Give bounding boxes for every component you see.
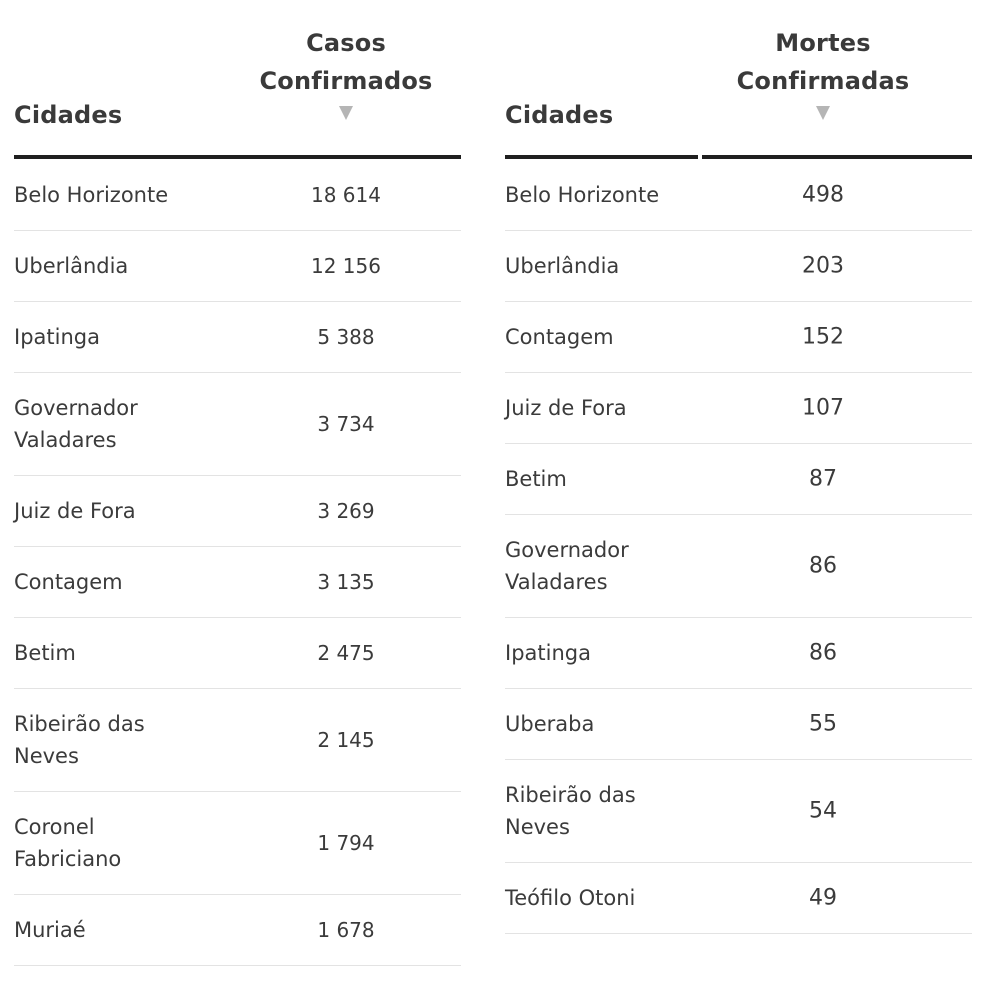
table-row: Betim 2 475: [14, 618, 461, 689]
city-cell: Belo Horizonte: [505, 183, 660, 207]
cases-column-header-label: Casos Confirmados: [259, 29, 433, 95]
value-cell: 86: [809, 640, 837, 666]
table-row: Juiz de Fora 3 269: [14, 476, 461, 547]
table-row: Ipatinga 5 388: [14, 302, 461, 373]
city-cell: Juiz de Fora: [505, 396, 627, 420]
value-cell: 152: [802, 324, 844, 350]
deaths-column-header[interactable]: Mortes Confirmadas: [723, 24, 923, 120]
table-row: Teófilo Otoni 49: [505, 863, 972, 934]
value-cell: 12 156: [311, 254, 381, 278]
city-cell: Contagem: [14, 570, 123, 594]
value-cell: 498: [802, 182, 844, 208]
header-rule-metric: [702, 155, 972, 159]
city-cell: Uberlândia: [14, 254, 129, 278]
city-cell: Ribeirão das Neves: [505, 783, 636, 839]
cases-table-body: Belo Horizonte 18 614 Uberlândia 12 156 Ipat…: [14, 160, 461, 966]
cases-column-header[interactable]: Casos Confirmados: [246, 24, 446, 120]
city-cell: Muriaé: [14, 918, 86, 942]
value-cell: 86: [809, 553, 837, 579]
value-cell: 5 388: [317, 325, 375, 349]
value-cell: 3 135: [317, 570, 375, 594]
value-cell: 107: [802, 395, 844, 421]
value-cell: 49: [809, 885, 837, 911]
table-row: Juiz de Fora 107: [505, 373, 972, 444]
value-cell: 1 678: [317, 918, 375, 942]
deaths-column-header-label: Mortes Confirmadas: [736, 29, 910, 95]
value-cell: 55: [809, 711, 837, 737]
table-row: Ipatinga 86: [505, 618, 972, 689]
city-column-header[interactable]: Cidades: [14, 101, 123, 129]
deaths-table-header: Cidades Mortes Confirmadas: [505, 0, 972, 160]
city-cell: Juiz de Fora: [14, 499, 136, 523]
city-cell: Belo Horizonte: [14, 183, 169, 207]
deaths-table-body: Belo Horizonte 498 Uberlândia 203 Contagem 15…: [505, 160, 972, 934]
table-row: Betim 87: [505, 444, 972, 515]
table-row: Muriaé 1 678: [14, 895, 461, 966]
city-cell: Uberaba: [505, 712, 595, 736]
table-row: Contagem 3 135: [14, 547, 461, 618]
city-column-header[interactable]: Cidades: [505, 101, 614, 129]
city-cell: Governador Valadares: [14, 396, 138, 452]
value-cell: 2 145: [317, 728, 375, 752]
table-row: Belo Horizonte 18 614: [14, 160, 461, 231]
header-rule: [14, 155, 461, 159]
table-row: Coronel Fabriciano 1 794: [14, 792, 461, 895]
table-row: Ribeirão das Neves 2 145: [14, 689, 461, 792]
city-cell: Ribeirão das Neves: [14, 712, 145, 768]
value-cell: 1 794: [317, 831, 375, 855]
table-row: Governador Valadares 3 734: [14, 373, 461, 476]
table-row: Ribeirão das Neves 54: [505, 760, 972, 863]
table-row: Uberlândia 203: [505, 231, 972, 302]
table-row: Uberaba 55: [505, 689, 972, 760]
value-cell: 3 734: [317, 412, 375, 436]
city-cell: Teófilo Otoni: [505, 886, 636, 910]
city-cell: Governador Valadares: [505, 538, 629, 594]
table-row: Governador Valadares 86: [505, 515, 972, 618]
value-cell: 3 269: [317, 499, 375, 523]
city-cell: Uberlândia: [505, 254, 620, 278]
table-row: Uberlândia 12 156: [14, 231, 461, 302]
value-cell: 54: [809, 798, 837, 824]
value-cell: 203: [802, 253, 844, 279]
city-cell: Coronel Fabriciano: [14, 815, 122, 871]
cases-table: Cidades Casos Confirmados Belo Horizonte…: [14, 0, 461, 966]
sort-descending-icon[interactable]: [816, 106, 830, 120]
table-row: Belo Horizonte 498: [505, 160, 972, 231]
value-cell: 87: [809, 466, 837, 492]
cases-table-header: Cidades Casos Confirmados: [14, 0, 461, 160]
city-cell: Contagem: [505, 325, 614, 349]
city-cell: Betim: [14, 641, 76, 665]
city-cell: Ipatinga: [14, 325, 100, 349]
deaths-table: Cidades Mortes Confirmadas Belo Horizont…: [505, 0, 972, 934]
city-cell: Ipatinga: [505, 641, 591, 665]
value-cell: 2 475: [317, 641, 375, 665]
city-cell: Betim: [505, 467, 567, 491]
sort-descending-icon[interactable]: [339, 106, 353, 120]
header-rule-city: [505, 155, 698, 159]
value-cell: 18 614: [311, 183, 381, 207]
table-row: Contagem 152: [505, 302, 972, 373]
